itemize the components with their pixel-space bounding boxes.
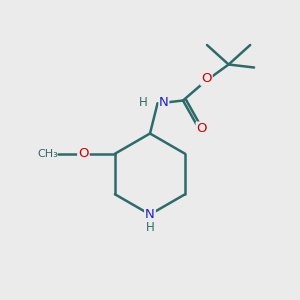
Text: H: H (139, 96, 148, 110)
Text: O: O (78, 147, 89, 160)
Text: O: O (201, 72, 212, 85)
Text: CH₃: CH₃ (37, 149, 58, 159)
Text: N: N (145, 208, 155, 221)
Text: H: H (146, 220, 154, 234)
Text: O: O (197, 122, 207, 136)
Text: N: N (159, 96, 169, 110)
